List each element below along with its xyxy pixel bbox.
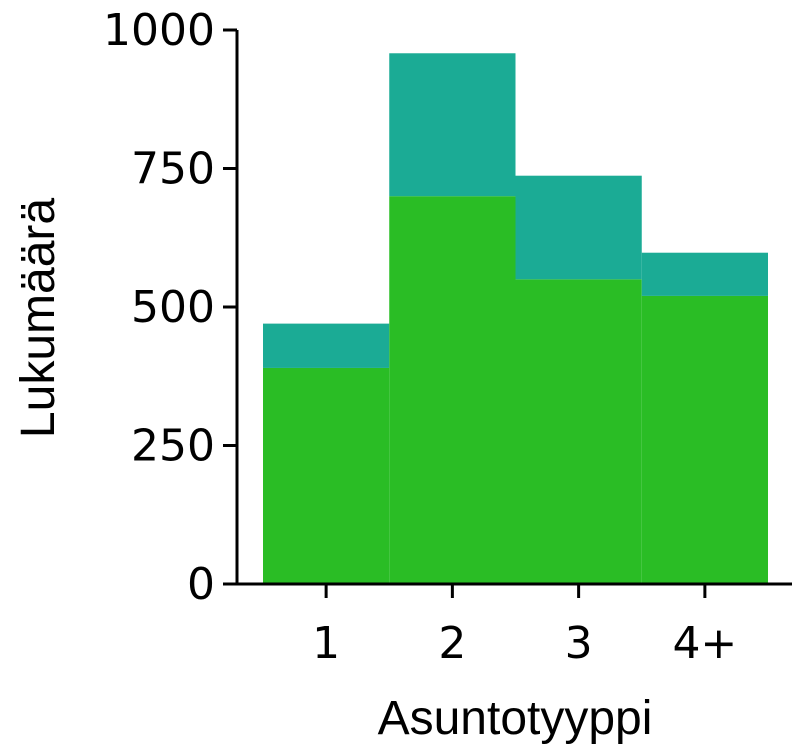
bar-4+-segment-1 xyxy=(641,295,768,584)
y-axis-title: Lukumäärä xyxy=(12,198,65,438)
y-tick-label: 0 xyxy=(187,559,215,610)
bar-2-segment-2 xyxy=(389,53,516,197)
x-tick-label: 3 xyxy=(565,618,593,669)
bar-2-segment-1 xyxy=(389,196,516,584)
bar-1-segment-1 xyxy=(263,367,390,584)
y-tick-label: 750 xyxy=(131,144,215,195)
bar-1-segment-2 xyxy=(263,323,390,368)
ticks-group: 0 250 500 750 1000 1 2 3 4+ xyxy=(103,5,737,669)
x-tick-label: 2 xyxy=(438,618,466,669)
y-tick-label: 1000 xyxy=(103,5,215,56)
x-axis-title: Asuntotyyppi xyxy=(378,692,653,745)
x-tick-label: 4+ xyxy=(672,618,737,669)
y-tick-label: 500 xyxy=(131,282,215,333)
bars-group xyxy=(263,53,768,584)
bar-3-segment-1 xyxy=(515,279,642,584)
bar-4+-segment-2 xyxy=(641,252,768,296)
x-tick-label: 1 xyxy=(312,618,340,669)
y-tick-label: 250 xyxy=(131,421,215,472)
bar-3-segment-2 xyxy=(515,175,642,280)
